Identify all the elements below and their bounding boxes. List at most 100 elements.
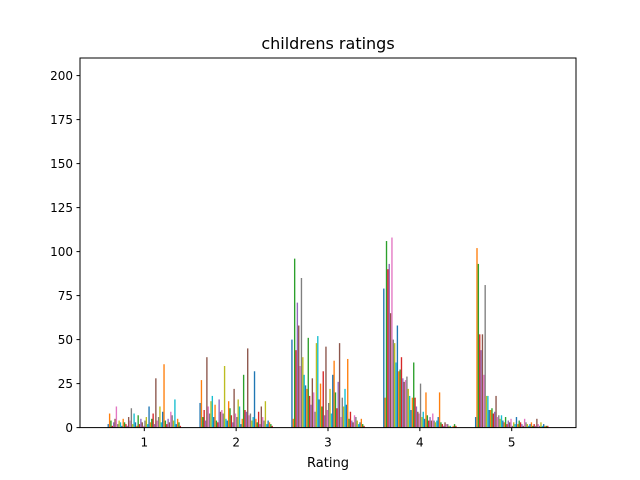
bar [114, 418, 116, 428]
bar [126, 425, 128, 428]
bar [218, 399, 220, 428]
bar [406, 376, 408, 428]
bar [291, 339, 293, 428]
bar [318, 399, 320, 428]
bar [303, 374, 305, 428]
bar [148, 406, 150, 428]
y-tick-label: 75 [58, 289, 73, 303]
bar [167, 418, 169, 428]
bar [117, 424, 119, 428]
bar [141, 422, 143, 428]
bar [528, 425, 530, 428]
y-tick-label: 150 [50, 157, 73, 171]
bar [259, 424, 261, 428]
bar [447, 424, 449, 428]
bar [204, 420, 207, 428]
bar [232, 422, 234, 428]
bar [142, 425, 145, 428]
bar [304, 385, 307, 428]
bar [348, 418, 350, 428]
bar [363, 425, 365, 428]
bar [425, 392, 427, 428]
y-tick-label: 175 [50, 113, 73, 127]
x-tick-label: 4 [416, 436, 424, 450]
bar [145, 417, 148, 428]
bar [391, 237, 393, 428]
y-tick-label: 50 [58, 333, 73, 347]
bar [529, 424, 531, 428]
bar [170, 411, 172, 428]
bar [385, 241, 388, 428]
bar [295, 350, 297, 428]
bar [511, 425, 514, 428]
bar [137, 415, 139, 428]
bar [308, 395, 311, 428]
bar [423, 418, 426, 428]
x-axis: 1 2 3 4 5 [140, 427, 516, 450]
bar [151, 418, 153, 428]
bar [147, 424, 149, 428]
bar [536, 418, 538, 428]
bar [362, 424, 364, 428]
bar [321, 406, 323, 428]
bar [415, 406, 418, 428]
bar [211, 395, 214, 428]
y-tick-label: 200 [50, 69, 73, 83]
bar [510, 418, 512, 428]
bar [522, 425, 524, 428]
bar [495, 395, 497, 428]
bar [203, 410, 205, 428]
y-tick-label: 125 [50, 201, 73, 215]
bar [132, 424, 134, 428]
bar [507, 420, 509, 428]
bar [292, 418, 294, 428]
bar [107, 424, 109, 428]
bar [355, 417, 357, 428]
bar [399, 369, 401, 428]
bar [200, 380, 203, 428]
y-tick-label: 100 [50, 245, 73, 259]
bar [172, 420, 175, 428]
bar [452, 425, 454, 428]
bar [160, 422, 162, 428]
bar [418, 413, 420, 428]
bar [252, 417, 254, 428]
bar [202, 417, 204, 428]
bar [433, 420, 435, 428]
bar [481, 334, 484, 428]
bar [506, 424, 508, 428]
bar [404, 380, 407, 428]
bar [314, 411, 316, 428]
bar [347, 358, 349, 428]
bar [171, 415, 173, 428]
bar [417, 411, 419, 428]
bar [438, 392, 441, 428]
bar [504, 417, 507, 428]
bar [302, 357, 304, 428]
bar [518, 420, 520, 428]
bar [353, 415, 356, 428]
bar [499, 418, 501, 428]
bar [414, 397, 416, 428]
bar [328, 402, 330, 428]
bar [268, 422, 271, 428]
x-tick-label: 5 [508, 436, 516, 450]
bar [262, 417, 264, 428]
bar [534, 425, 537, 428]
bar [119, 422, 122, 428]
bar [322, 371, 324, 428]
bar [214, 404, 216, 428]
bar [176, 418, 179, 428]
bar [168, 422, 171, 428]
bar [437, 417, 439, 428]
bar [543, 424, 545, 428]
chart-title: childrens ratings [261, 34, 394, 53]
bar [307, 337, 309, 428]
bar [334, 392, 337, 428]
bar [253, 371, 256, 428]
bar [118, 420, 120, 428]
bar [525, 422, 527, 428]
bar [140, 418, 142, 428]
bar [215, 420, 218, 428]
bar [484, 285, 486, 428]
